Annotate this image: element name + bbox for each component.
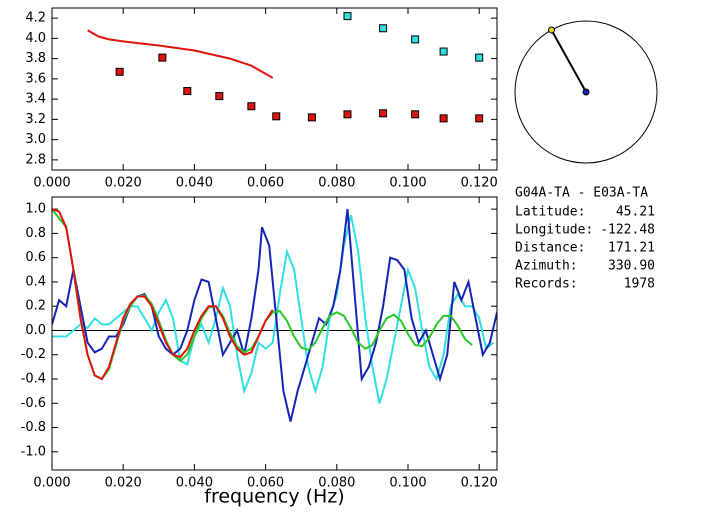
info-label: Records: — [515, 277, 578, 292]
x-tick-label: 0.060 — [247, 176, 284, 191]
info-value: 1978 — [624, 277, 655, 292]
x-tick-label: 0.000 — [33, 176, 70, 191]
y-tick-label: -0.6 — [21, 396, 46, 411]
data-point — [247, 102, 256, 111]
azimuth-dial — [514, 20, 658, 164]
data-point — [475, 114, 484, 123]
y-tick-label: 2.8 — [25, 152, 46, 167]
y-tick-label: -0.8 — [21, 420, 46, 435]
plot-frame — [51, 196, 498, 471]
info-label: Distance: — [515, 241, 585, 256]
x-tick-label: 0.080 — [318, 476, 355, 491]
x-tick-label: 0.020 — [105, 476, 142, 491]
data-point — [379, 24, 388, 33]
y-tick-label: 0.4 — [25, 274, 46, 289]
series-line — [52, 214, 495, 404]
y-tick-label: 0.0 — [25, 323, 46, 338]
data-point — [439, 47, 448, 56]
data-point — [158, 53, 167, 62]
station-pair: G04A-TA - E03A-TA — [515, 186, 648, 201]
x-tick-label: 0.020 — [105, 176, 142, 191]
info-value: 45.21 — [616, 205, 655, 220]
x-tick-label: 0.040 — [176, 176, 213, 191]
y-tick-label: 3.6 — [25, 71, 46, 86]
data-point — [475, 53, 484, 62]
info-value: 330.90 — [608, 259, 655, 274]
x-tick-label: 0.120 — [461, 476, 498, 491]
x-tick-label: 0.120 — [461, 176, 498, 191]
info-label: Azimuth: — [515, 259, 578, 274]
y-tick-label: -0.4 — [21, 372, 46, 387]
info-value: 171.21 — [608, 241, 655, 256]
x-tick-label: 0.100 — [389, 176, 426, 191]
data-point — [343, 110, 352, 119]
data-point — [439, 114, 448, 123]
info-value: -122.48 — [600, 223, 655, 238]
azimuth-needle — [550, 29, 587, 93]
azimuth-end — [547, 26, 555, 34]
data-point — [411, 35, 420, 44]
data-point — [183, 87, 192, 96]
y-tick-label: 3.0 — [25, 132, 46, 147]
data-point — [307, 113, 316, 122]
y-tick-label: 0.6 — [25, 250, 46, 265]
x-tick-label: 0.060 — [247, 476, 284, 491]
data-point — [272, 112, 281, 121]
x-tick-label: 0.080 — [318, 176, 355, 191]
y-tick-label: 0.2 — [25, 299, 46, 314]
x-axis-title: frequency (Hz) — [204, 486, 344, 508]
y-tick-label: 1.0 — [25, 202, 46, 217]
y-tick-label: 3.8 — [25, 51, 46, 66]
y-tick-label: -1.0 — [21, 444, 46, 459]
series-line — [52, 208, 274, 381]
plot-frame — [51, 7, 498, 171]
info-label: Longitude: — [515, 223, 593, 238]
data-point — [379, 109, 388, 118]
x-tick-label: 0.100 — [389, 476, 426, 491]
series-line — [87, 29, 274, 79]
info-label: Latitude: — [515, 205, 585, 220]
dial-center — [582, 88, 590, 96]
x-tick-label: 0.000 — [33, 476, 70, 491]
data-point — [215, 92, 224, 101]
y-tick-label: -0.2 — [21, 347, 46, 362]
data-point — [343, 12, 352, 21]
data-point — [411, 110, 420, 119]
y-tick-label: 3.4 — [25, 92, 46, 107]
y-tick-label: 4.0 — [25, 31, 46, 46]
y-tick-label: 4.2 — [25, 11, 46, 26]
x-tick-label: 0.040 — [176, 476, 213, 491]
data-point — [115, 67, 124, 76]
y-tick-label: 3.2 — [25, 112, 46, 127]
y-tick-label: 0.8 — [25, 226, 46, 241]
